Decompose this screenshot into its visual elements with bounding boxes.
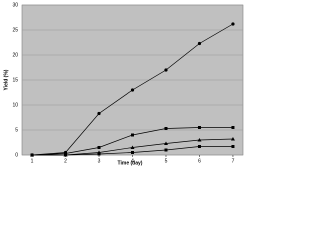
- y-tick-label: 30: [12, 2, 18, 8]
- point: [197, 126, 201, 129]
- point: [163, 141, 168, 145]
- x-tick-label: 2: [64, 158, 67, 164]
- x-tick-label: 6: [198, 158, 201, 164]
- x-axis-label: Time (day): [118, 160, 143, 166]
- x-tick-label: 3: [98, 158, 101, 164]
- point: [164, 127, 168, 130]
- point: [97, 146, 101, 149]
- point: [197, 145, 201, 148]
- point: [131, 151, 134, 154]
- x-tick-label: 1: [31, 158, 34, 164]
- y-tick-label: 0: [15, 152, 18, 158]
- y-tick-label: 15: [12, 77, 18, 83]
- point: [231, 145, 235, 148]
- point: [131, 133, 134, 137]
- point: [164, 148, 168, 152]
- point: [164, 68, 168, 72]
- y-tick-label: 5: [15, 127, 18, 133]
- chart: Time (day) Yield (%) 0 5 10 15 20 25 30 1 2 3 4 5 6 7: [3, 2, 244, 166]
- point: [197, 41, 202, 46]
- y-tick-label: 10: [12, 102, 18, 108]
- point: [30, 153, 34, 157]
- y-tick-label: 20: [12, 52, 18, 58]
- point: [231, 126, 235, 129]
- x-tick-label: 7: [232, 158, 235, 164]
- point: [197, 138, 202, 142]
- point: [231, 22, 235, 26]
- point: [97, 111, 101, 116]
- point: [97, 152, 101, 156]
- point: [230, 137, 235, 141]
- point: [130, 88, 135, 92]
- x-tick-label: 5: [165, 158, 168, 164]
- y-tick-label: 25: [12, 27, 18, 33]
- y-axis-label: Yield (%): [3, 69, 9, 90]
- x-tick-label: 4: [131, 158, 134, 164]
- point: [130, 145, 135, 149]
- point: [64, 153, 68, 157]
